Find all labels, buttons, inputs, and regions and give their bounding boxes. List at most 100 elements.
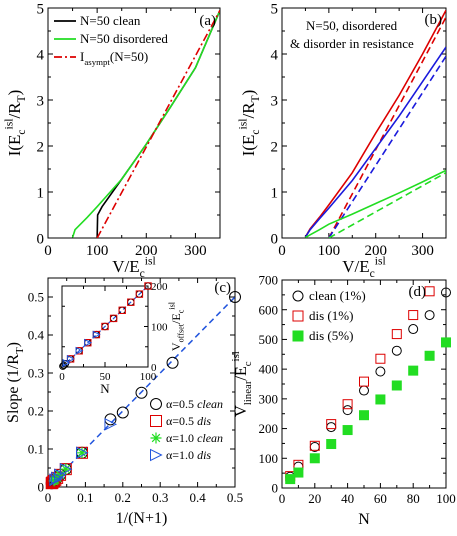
label-text: N=50 disordered: [80, 31, 168, 46]
label-text: V/E: [112, 257, 139, 276]
subscript: c: [242, 361, 254, 366]
series-line: [304, 46, 446, 238]
label-text: /E: [169, 313, 183, 324]
x-axis-label: V/Ec​isl​: [112, 254, 155, 280]
data-point: [375, 366, 386, 377]
subscript: c: [140, 267, 145, 280]
axes-ytick-label: 4: [271, 47, 279, 63]
inset-data-point: [135, 290, 144, 298]
subscript: T: [249, 95, 262, 102]
axes-ytick-label: 3: [271, 93, 279, 109]
series-line: [96, 9, 220, 238]
data-point: [359, 385, 369, 396]
data-point: [342, 425, 353, 436]
axes-xtick-label: 40: [341, 491, 354, 506]
axes-xtick-label: 0: [45, 490, 52, 505]
inset-data-point: [62, 358, 71, 367]
axes-xtick-label: 0.3: [152, 490, 168, 505]
inset-data-point: [109, 314, 118, 323]
data-point: [375, 353, 386, 364]
axes-xtick-label: 200: [135, 243, 158, 259]
label-text: /E: [233, 366, 250, 380]
x-axis-label: 1/(N+1): [116, 510, 168, 527]
axes-ytick-label: 0: [271, 231, 279, 247]
label-text: N=50 clean: [80, 13, 141, 28]
data-point: [75, 446, 89, 460]
axes-ytick-label: 700: [259, 273, 279, 288]
data-point: [135, 386, 148, 399]
data-point: [441, 287, 451, 298]
axes-ytick-label: 5: [271, 1, 279, 17]
label-text: /R: [5, 102, 24, 119]
inset-axes-xtick-label: 100: [140, 371, 157, 383]
panel-b: 0 100 200 300 0 1 2 3 4 5 (b) V/Ec​isl​ I(Ec​isl​/RT…: [236, 1, 447, 280]
inset-axes-xtick-label: 0: [59, 371, 65, 383]
label-text: V/E: [342, 257, 369, 276]
data-point: [49, 473, 62, 487]
inset-y-axis-label: Voffset​/Ec​isl​: [168, 301, 186, 351]
data-point: [76, 447, 88, 459]
panel-label: (c): [214, 280, 231, 296]
label-text: (N=50): [110, 49, 148, 64]
legend-label: dis (5%): [309, 328, 353, 343]
panel-label: (b): [425, 12, 443, 28]
panel-a: 0 100 200 300 0 1 2 3 4 5 (a) V/Ec​isl​ I(Ec​isl​/RT…: [2, 1, 221, 280]
axes-ytick-label: 0: [38, 480, 45, 495]
data-point: [229, 291, 241, 303]
inset-data-point: [84, 338, 93, 347]
axes-ytick-label: 0: [272, 481, 279, 496]
label-text: /R: [239, 102, 258, 119]
inset-x-axis-label: N: [100, 381, 110, 396]
label-text: ): [5, 342, 22, 347]
axes-ytick-label: 1: [271, 185, 279, 201]
label-text: I(E: [239, 135, 258, 157]
data-point: [309, 453, 320, 464]
axes-xtick-label: 0.4: [189, 490, 206, 505]
series-line: [305, 169, 446, 238]
legend-tag: clean: [194, 431, 223, 445]
label-text: 1/(N+1): [116, 510, 168, 527]
inset-data-point: [101, 322, 109, 331]
data-point: [424, 286, 435, 297]
data-point: [408, 365, 419, 376]
axes-ytick-label: 1: [37, 185, 45, 201]
series-line: [328, 171, 446, 238]
legend-label: α=1.0 clean: [166, 431, 223, 445]
axes-ytick-label: 0.2: [28, 404, 44, 419]
inset-data-point: [127, 298, 135, 306]
axes-ytick-label: 400: [259, 362, 279, 377]
label-text: ): [239, 90, 258, 96]
inset-data-point: [60, 361, 68, 370]
legend-alpha: α=0.5: [166, 397, 194, 411]
legend-label: α=1.0 dis: [166, 448, 211, 462]
superscript: isl: [236, 119, 249, 130]
data-point: [326, 419, 337, 430]
data-point: [342, 399, 353, 410]
inset-data-point: [66, 354, 75, 363]
axes-xtick-label: 20: [308, 491, 321, 506]
annotation-line-1: N=50, disordered: [306, 18, 398, 33]
data-point: [408, 324, 419, 335]
superscript: isl: [145, 254, 156, 267]
data-point: [375, 394, 386, 405]
label-text: I: [80, 49, 84, 64]
legend-marker: [292, 310, 304, 322]
inset-ytick-label: 100: [151, 322, 168, 334]
axes-xtick-label: 200: [364, 243, 387, 259]
axes-ytick-label: 3: [37, 93, 45, 109]
data-point: [60, 463, 72, 475]
axes-ytick-label: 4: [37, 47, 45, 63]
legend-marker: [292, 330, 304, 342]
axes-ytick-label: 600: [259, 302, 279, 317]
axes-xtick-label: 0: [44, 243, 52, 259]
x-axis-label: V/Ec​isl​: [342, 254, 385, 280]
axes-xtick-label: 300: [184, 243, 207, 259]
legend-marker: [150, 415, 162, 427]
legend-marker: [150, 398, 162, 410]
legend-alpha: α=0.5: [166, 414, 194, 428]
superscript: isl: [2, 119, 15, 130]
axes-ytick-label: 2: [271, 139, 279, 155]
label-text: I(E: [5, 135, 24, 157]
label-text: ): [5, 90, 24, 96]
data-point: [359, 410, 369, 421]
